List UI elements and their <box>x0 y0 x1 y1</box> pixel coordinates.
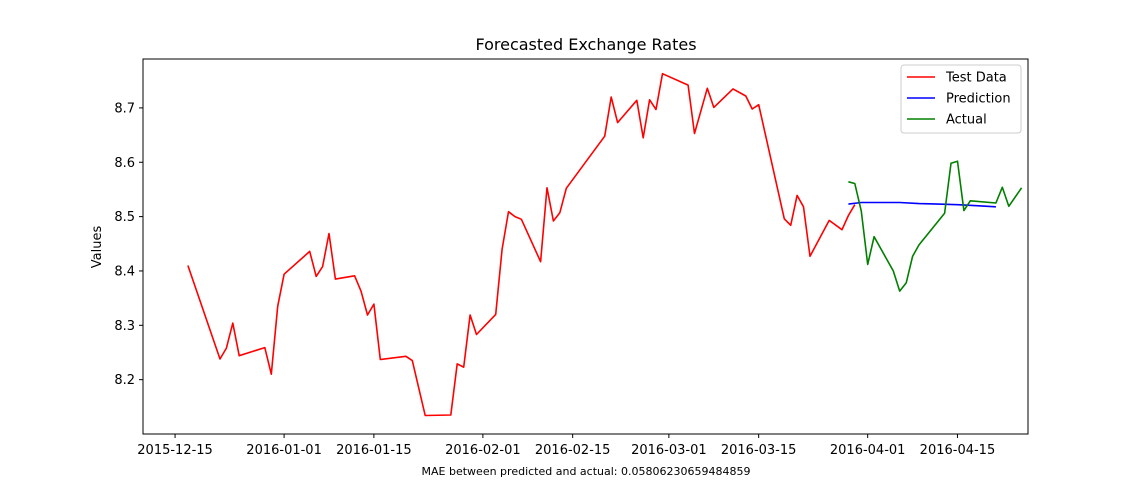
y-axis-label: Values <box>90 226 105 269</box>
x-tick-label: 2016-01-01 <box>246 443 322 458</box>
legend-items: Test Data Prediction Actual <box>907 71 1011 128</box>
y-tick-label: 8.5 <box>114 210 135 225</box>
x-tick-label: 2016-03-01 <box>631 443 707 458</box>
x-tick-label: 2016-02-15 <box>535 443 611 458</box>
x-axis: 2015-12-15 2016-01-01 2016-01-15 2016-02-01… <box>137 434 995 458</box>
y-tick-label: 8.4 <box>114 264 135 279</box>
y-tick-label: 8.2 <box>114 373 135 388</box>
mae-footer: MAE between predicted and actual: 0.0580… <box>422 465 751 478</box>
x-tick-label: 2016-02-01 <box>445 443 521 458</box>
y-tick-label: 8.6 <box>114 156 135 171</box>
legend-label-test-data: Test Data <box>945 71 1007 86</box>
x-tick-label: 2016-04-01 <box>830 443 906 458</box>
x-tick-label: 2016-04-15 <box>920 443 996 458</box>
legend: Test Data Prediction Actual <box>900 64 1022 134</box>
legend-box <box>900 64 1022 134</box>
y-tick-label: 8.7 <box>114 101 135 116</box>
series-line-actual <box>848 160 1023 292</box>
series-layer <box>187 72 1023 417</box>
series-line-prediction <box>848 201 996 208</box>
series-line-test-data <box>187 72 856 417</box>
legend-label-prediction: Prediction <box>946 92 1011 107</box>
x-tick-label: 2016-01-15 <box>336 443 412 458</box>
legend-label-actual: Actual <box>946 113 987 128</box>
x-tick-label: 2015-12-15 <box>137 443 213 458</box>
y-axis: 8.2 8.3 8.4 8.5 8.6 8.7 <box>114 101 143 388</box>
y-tick-label: 8.3 <box>114 319 135 334</box>
chart-title: Forecasted Exchange Rates <box>475 35 696 54</box>
x-tick-label: 2016-03-15 <box>721 443 797 458</box>
plot-frame <box>142 58 1029 435</box>
